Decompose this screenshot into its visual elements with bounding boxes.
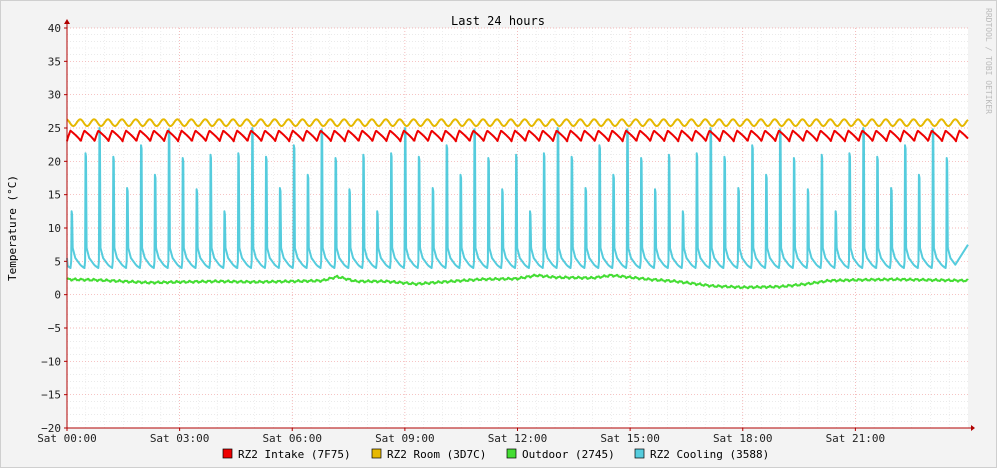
x-tick-label: Sat 09:00 xyxy=(375,432,435,445)
y-tick-label: −20 xyxy=(41,422,61,435)
legend-label-2: Outdoor (2745) xyxy=(522,448,615,461)
y-axis-label: Temperature (°C) xyxy=(6,175,19,281)
legend-swatch-3 xyxy=(634,448,645,459)
y-tick-label: 35 xyxy=(48,55,61,68)
y-tick-label: 25 xyxy=(48,122,61,135)
y-tick-label: 10 xyxy=(48,222,61,235)
x-tick-label: Sat 18:00 xyxy=(713,432,773,445)
y-tick-label: −5 xyxy=(48,322,61,335)
y-tick-label: 0 xyxy=(54,289,61,302)
y-tick-label: 40 xyxy=(48,22,61,35)
y-tick-label: 5 xyxy=(54,255,61,268)
x-tick-label: Sat 00:00 xyxy=(37,432,97,445)
x-tick-label: Sat 03:00 xyxy=(150,432,210,445)
x-tick-label: Sat 12:00 xyxy=(488,432,548,445)
y-tick-label: −15 xyxy=(41,389,61,402)
legend-swatch-0 xyxy=(222,448,233,459)
legend-swatch-2 xyxy=(506,448,517,459)
x-axis-arrow xyxy=(971,425,975,431)
series-line-2 xyxy=(66,273,969,290)
y-tick-label: 30 xyxy=(48,89,61,102)
y-tick-label: 20 xyxy=(48,155,61,168)
y-tick-label: −10 xyxy=(41,355,61,368)
grid xyxy=(67,27,968,429)
chart-title: Last 24 hours xyxy=(451,14,545,28)
axes xyxy=(64,19,975,431)
series-line-3 xyxy=(66,127,969,269)
legend-label-0: RZ2 Intake (7F75) xyxy=(238,448,351,461)
y-axis-arrow xyxy=(64,19,70,24)
legend: RZ2 Intake (7F75) RZ2 Room (3D7C) Outdoor … xyxy=(222,448,769,461)
rrdtool-watermark: RRDTOOL / TOBI OETIKER xyxy=(984,8,993,114)
legend-label-3: RZ2 Cooling (3588) xyxy=(650,448,769,461)
x-tick-label: Sat 15:00 xyxy=(600,432,660,445)
x-tick-label: Sat 06:00 xyxy=(262,432,322,445)
series-group xyxy=(66,118,969,290)
series-line-0 xyxy=(66,129,969,143)
series-line-1 xyxy=(66,118,969,127)
x-tick-label: Sat 21:00 xyxy=(826,432,886,445)
legend-swatch-1 xyxy=(371,448,382,459)
legend-label-1: RZ2 Room (3D7C) xyxy=(387,448,486,461)
y-tick-label: 15 xyxy=(48,189,61,202)
